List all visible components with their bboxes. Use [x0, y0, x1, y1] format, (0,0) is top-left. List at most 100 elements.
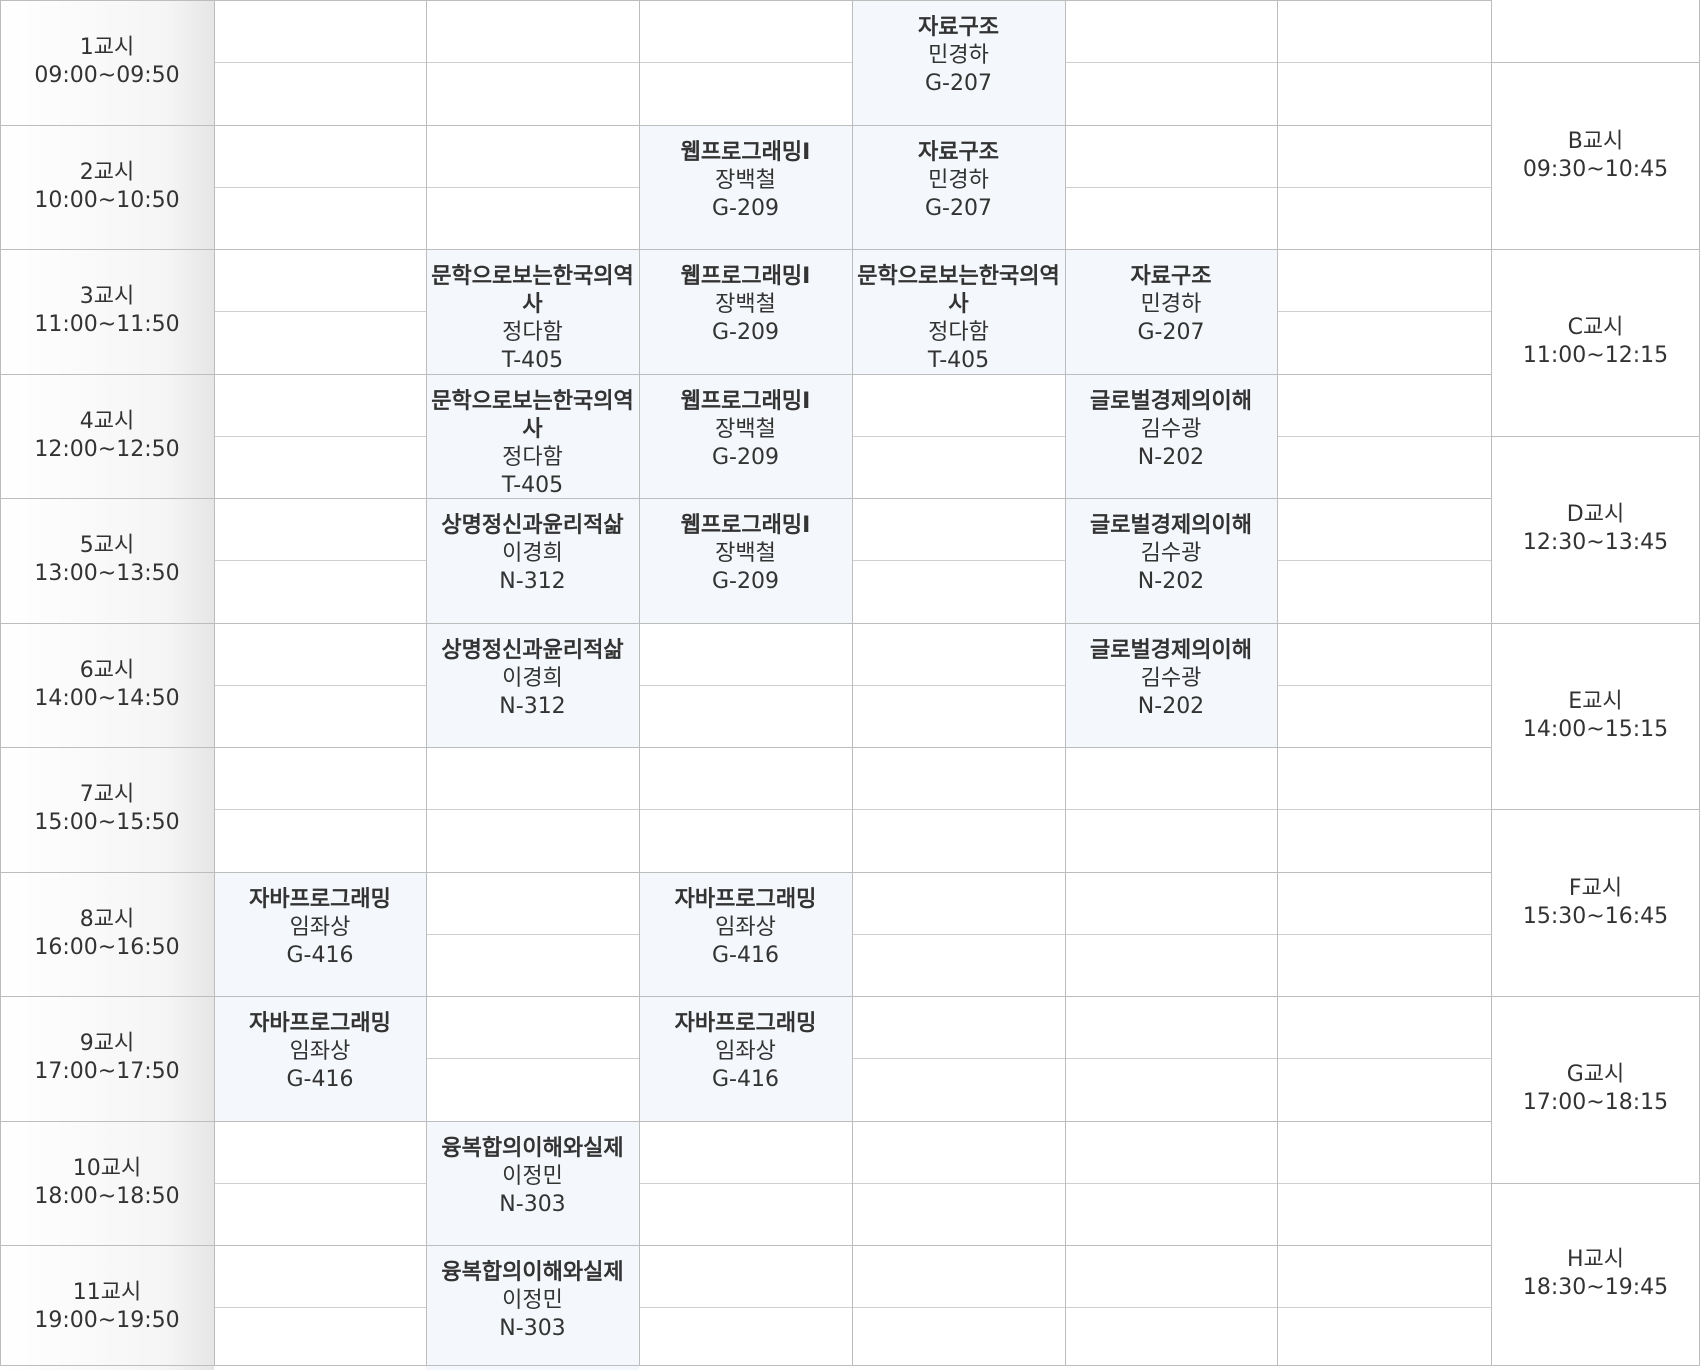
grid-line	[0, 0, 214, 1]
grid-line	[426, 996, 639, 997]
course-cell[interactable]: 웹프로그래밍I 장백철 G-209	[639, 249, 852, 374]
grid-half-line	[1065, 809, 1277, 811]
grid-line	[639, 0, 852, 1]
grid-line	[852, 498, 1065, 499]
block-period-cell: G교시 17:00~18:15	[1491, 996, 1700, 1183]
grid-line	[1491, 622, 1700, 624]
period-time: 10:00~10:50	[34, 187, 180, 213]
grid-line	[0, 498, 214, 499]
course-cell[interactable]: 자바프로그래밍 임좌상 G-416	[639, 871, 852, 996]
course-room: G-416	[286, 1067, 354, 1092]
course-cell[interactable]: 융복합의이해와실제 이정민 N-303	[426, 1245, 639, 1370]
course-name: 융복합의이해와실제	[441, 1260, 624, 1285]
grid-line	[214, 249, 426, 250]
grid-line	[1065, 871, 1277, 873]
block-label: F교시	[1568, 875, 1623, 901]
course-cell[interactable]: 자료구조 민경하 G-207	[852, 0, 1065, 125]
course-professor: 임좌상	[715, 914, 776, 940]
course-cell[interactable]: 상명정신과윤리적삶 이경희 N-312	[426, 498, 639, 623]
block-label: E교시	[1568, 688, 1623, 714]
grid-half-line	[426, 933, 639, 935]
course-professor: 이경희	[502, 541, 563, 566]
grid-line	[852, 124, 1065, 126]
grid-line	[852, 1245, 1065, 1246]
grid-line	[0, 871, 214, 873]
block-time: 12:30~13:45	[1522, 530, 1669, 556]
grid-half-line	[1277, 311, 1491, 313]
grid-line	[852, 871, 1065, 873]
grid-line	[214, 871, 426, 873]
grid-line	[639, 0, 640, 1366]
period-label: 5교시	[79, 533, 135, 559]
period-label: 1교시	[79, 35, 135, 61]
grid-half-line	[639, 684, 852, 686]
course-cell[interactable]: 상명정신과윤리적삶 이경희 N-312	[426, 622, 639, 747]
grid-line	[1277, 1120, 1491, 1122]
period-time: 09:00~09:50	[34, 63, 180, 89]
period-label: 4교시	[79, 408, 135, 434]
course-name: 자바프로그래밍	[674, 1011, 817, 1036]
grid-line	[1065, 1120, 1277, 1122]
grid-line	[1065, 996, 1277, 997]
grid-line	[1277, 1245, 1491, 1246]
course-name: 문학으로보는한국의역사	[431, 388, 634, 442]
grid-half-line	[426, 809, 639, 811]
period-header: 3교시 11:00~11:50	[0, 249, 214, 374]
grid-line	[1065, 0, 1277, 1]
period-time: 12:00~12:50	[34, 436, 180, 462]
grid-half-line	[1277, 809, 1491, 811]
grid-line	[639, 124, 852, 126]
course-cell[interactable]: 자바프로그래밍 임좌상 G-416	[214, 871, 426, 996]
grid-half-line	[1277, 684, 1491, 686]
course-cell[interactable]: 글로벌경제의이해 김수광 N-202	[1065, 622, 1277, 747]
period-time: 16:00~16:50	[34, 934, 180, 960]
grid-half-line	[214, 1307, 426, 1309]
grid-line	[426, 747, 639, 748]
grid-line	[639, 249, 852, 250]
course-cell[interactable]: 자료구조 민경하 G-207	[1065, 249, 1277, 374]
course-cell[interactable]: 문학으로보는한국의역사 정다함 T-405	[426, 249, 639, 374]
grid-half-line	[1277, 1058, 1491, 1060]
course-cell[interactable]: 글로벌경제의이해 김수광 N-202	[1065, 498, 1277, 623]
course-cell[interactable]: 자료구조 민경하 G-207	[852, 124, 1065, 249]
grid-line	[426, 622, 639, 624]
course-cell[interactable]: 자바프로그래밍 임좌상 G-416	[214, 996, 426, 1121]
grid-half-line	[426, 1058, 639, 1060]
grid-half-line	[214, 560, 426, 562]
course-cell[interactable]: 글로벌경제의이해 김수광 N-202	[1065, 373, 1277, 498]
course-professor: 장백철	[715, 416, 776, 442]
course-cell[interactable]: 문학으로보는한국의역사 정다함 T-405	[426, 373, 639, 498]
grid-line	[1065, 498, 1277, 499]
period-label: 3교시	[79, 284, 135, 310]
course-cell[interactable]: 웹프로그래밍I 장백철 G-209	[639, 498, 852, 623]
grid-half-line	[1065, 933, 1277, 935]
course-cell[interactable]: 문학으로보는한국의역사 정다함 T-405	[852, 249, 1065, 374]
course-professor: 장백철	[715, 292, 776, 317]
block-time: 18:30~19:45	[1522, 1275, 1669, 1301]
course-name: 상명정신과윤리적삶	[441, 513, 624, 538]
grid-line	[852, 0, 1065, 1]
period-label: 6교시	[79, 657, 135, 683]
grid-line	[639, 1120, 852, 1122]
course-name: 자바프로그래밍	[674, 886, 817, 912]
period-header: 9교시 17:00~17:50	[0, 996, 214, 1121]
grid-half-line	[639, 1182, 852, 1184]
course-cell[interactable]: 웹프로그래밍I 장백철 G-209	[639, 124, 852, 249]
course-name: 글로벌경제의이해	[1090, 388, 1252, 414]
grid-half-line	[639, 1307, 852, 1309]
period-label: 7교시	[79, 782, 135, 808]
grid-line	[852, 622, 1065, 624]
block-period-cell: C교시 11:00~12:15	[1491, 249, 1700, 436]
period-time: 19:00~19:50	[34, 1308, 180, 1334]
course-cell[interactable]: 융복합의이해와실제 이정민 N-303	[426, 1120, 639, 1245]
course-cell[interactable]: 웹프로그래밍I 장백철 G-209	[639, 373, 852, 498]
period-time: 11:00~11:50	[34, 312, 180, 338]
grid-line	[1277, 124, 1491, 126]
grid-line	[1277, 871, 1491, 873]
period-label: 8교시	[79, 906, 135, 932]
block-period-cell: B교시 09:30~10:45	[1491, 62, 1700, 249]
block-label: D교시	[1566, 502, 1625, 528]
period-label: 10교시	[72, 1155, 142, 1181]
grid-line	[1065, 0, 1066, 1366]
course-cell[interactable]: 자바프로그래밍 임좌상 G-416	[639, 996, 852, 1121]
